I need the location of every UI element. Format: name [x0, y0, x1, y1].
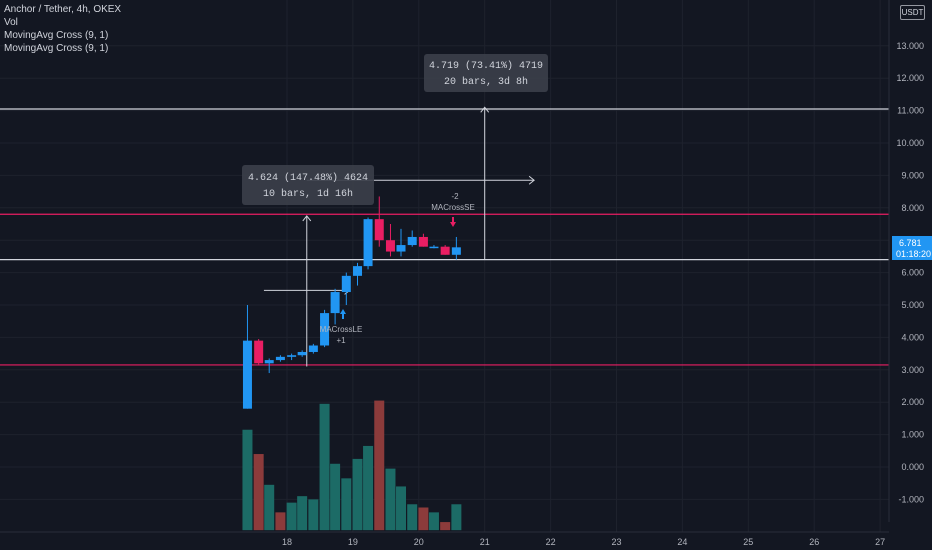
- candle-body: [418, 236, 428, 247]
- measure-arrows: [263, 106, 535, 367]
- time-tick-label: 27: [875, 537, 885, 547]
- volume-bar: [308, 499, 319, 531]
- time-tick-label: 21: [480, 537, 490, 547]
- volume-bar: [374, 400, 385, 531]
- volume-bar: [242, 429, 253, 531]
- candle-body: [374, 219, 384, 241]
- measure-label-1-line2: 10 bars, 1d 16h: [263, 188, 353, 200]
- candle-body: [242, 340, 252, 409]
- time-tick-label: 23: [611, 537, 621, 547]
- candle-body: [341, 275, 351, 293]
- signal-short-label: MACrossSE: [431, 203, 475, 212]
- candle-body: [429, 246, 439, 249]
- measure-label-1-line1: 4.624 (147.48%) 4624: [248, 172, 368, 184]
- indicator-ma-cross-2[interactable]: MovingAvg Cross (9, 1): [4, 43, 109, 54]
- volume-bar: [352, 458, 363, 531]
- indicator-ma-cross-1[interactable]: MovingAvg Cross (9, 1): [4, 30, 109, 41]
- current-price-value: 6.781: [899, 238, 922, 248]
- volume-bar: [428, 512, 439, 531]
- candle-body: [330, 292, 340, 314]
- arrow-up-icon: [340, 309, 346, 319]
- price-tick-label: 10.000: [896, 138, 924, 148]
- volume-bar: [396, 486, 407, 531]
- signal-long-qty: +1: [336, 336, 346, 345]
- signal-long-label: MACrossLE: [320, 325, 363, 334]
- candle-body: [287, 355, 297, 357]
- time-tick-label: 26: [809, 537, 819, 547]
- volume-bar: [253, 454, 264, 531]
- price-tick-label: 6.000: [901, 268, 924, 278]
- measure-arrowhead-up-2: [480, 106, 490, 113]
- candle-body: [297, 351, 307, 356]
- time-tick-label: 18: [282, 537, 292, 547]
- candle-body: [320, 313, 330, 346]
- volume-bar: [286, 502, 297, 531]
- candle-body: [353, 266, 363, 276]
- volume-bar: [275, 512, 286, 531]
- currency-badge[interactable]: USDT: [900, 5, 925, 20]
- price-tick-label: 1.000: [901, 430, 924, 440]
- indicator-vol[interactable]: Vol: [4, 17, 18, 28]
- volume-bar: [451, 504, 462, 531]
- price-tick-label: 12.000: [896, 73, 924, 83]
- measure-label-2-line2: 20 bars, 3d 8h: [444, 76, 528, 88]
- volume-bar: [440, 522, 451, 531]
- signal-long: MACrossLE +1: [320, 309, 363, 345]
- volume-bars: [242, 400, 462, 531]
- candle-body: [363, 219, 373, 267]
- price-tick-label: 4.000: [901, 332, 924, 342]
- volume-bar: [385, 468, 396, 531]
- volume-bar: [341, 478, 352, 531]
- price-tick-label: 9.000: [901, 170, 924, 180]
- price-axis[interactable]: 13.00012.00011.00010.0009.0008.0007.0006…: [888, 0, 924, 522]
- price-tick-label: -1.000: [898, 494, 924, 504]
- price-tick-label: 5.000: [901, 300, 924, 310]
- candle-body: [264, 360, 274, 364]
- time-tick-label: 22: [546, 537, 556, 547]
- signal-short: -2 MACrossSE: [431, 192, 475, 227]
- price-tick-label: 13.000: [896, 41, 924, 51]
- price-countdown: 01:18:20: [896, 249, 931, 259]
- candle-body: [275, 356, 285, 361]
- time-tick-label: 19: [348, 537, 358, 547]
- measure-arrowhead-right-1: [528, 175, 535, 185]
- volume-bar: [407, 504, 418, 531]
- price-tick-label: 11.000: [897, 106, 924, 116]
- volume-bar: [297, 496, 308, 531]
- chart-legend: Anchor / Tether, 4h, OKEX Vol MovingAvg …: [4, 3, 121, 55]
- volume-bar: [330, 463, 341, 531]
- chart-grid: [0, 0, 889, 532]
- measure-label-2-line1: 4.719 (73.41%) 4719: [429, 60, 543, 72]
- time-tick-label: 20: [414, 537, 424, 547]
- signal-short-qty: -2: [451, 192, 459, 201]
- measure-label-1[interactable]: 4.624 (147.48%) 4624 10 bars, 1d 16h: [242, 165, 374, 205]
- price-tick-label: 2.000: [901, 397, 924, 407]
- candle-body: [254, 340, 264, 364]
- arrow-down-icon: [450, 217, 456, 227]
- price-tick-label: 3.000: [901, 365, 924, 375]
- candle-body: [396, 245, 406, 252]
- candle-body: [385, 240, 395, 252]
- measure-arrowhead-up-1: [302, 215, 312, 222]
- candlesticks: [242, 196, 461, 409]
- candle-body: [308, 345, 318, 352]
- price-tick-label: 8.000: [901, 203, 924, 213]
- candle-body: [440, 246, 450, 255]
- volume-bar: [363, 445, 374, 531]
- time-tick-label: 24: [677, 537, 687, 547]
- candle-body: [407, 236, 417, 246]
- time-tick-label: 25: [743, 537, 753, 547]
- horizontal-lines[interactable]: [0, 108, 889, 366]
- current-price-label: 6.781 01:18:20: [892, 236, 932, 260]
- volume-bar: [319, 403, 330, 531]
- price-tick-label: 0.000: [901, 462, 924, 472]
- volume-bar: [264, 484, 275, 531]
- time-axis[interactable]: 18 19 20 21 22 23 24 25 26 27: [0, 531, 889, 547]
- volume-bar: [418, 507, 429, 531]
- symbol-title[interactable]: Anchor / Tether, 4h, OKEX: [4, 4, 122, 15]
- candle-body: [451, 247, 461, 255]
- measure-label-2[interactable]: 4.719 (73.41%) 4719 20 bars, 3d 8h: [424, 54, 548, 92]
